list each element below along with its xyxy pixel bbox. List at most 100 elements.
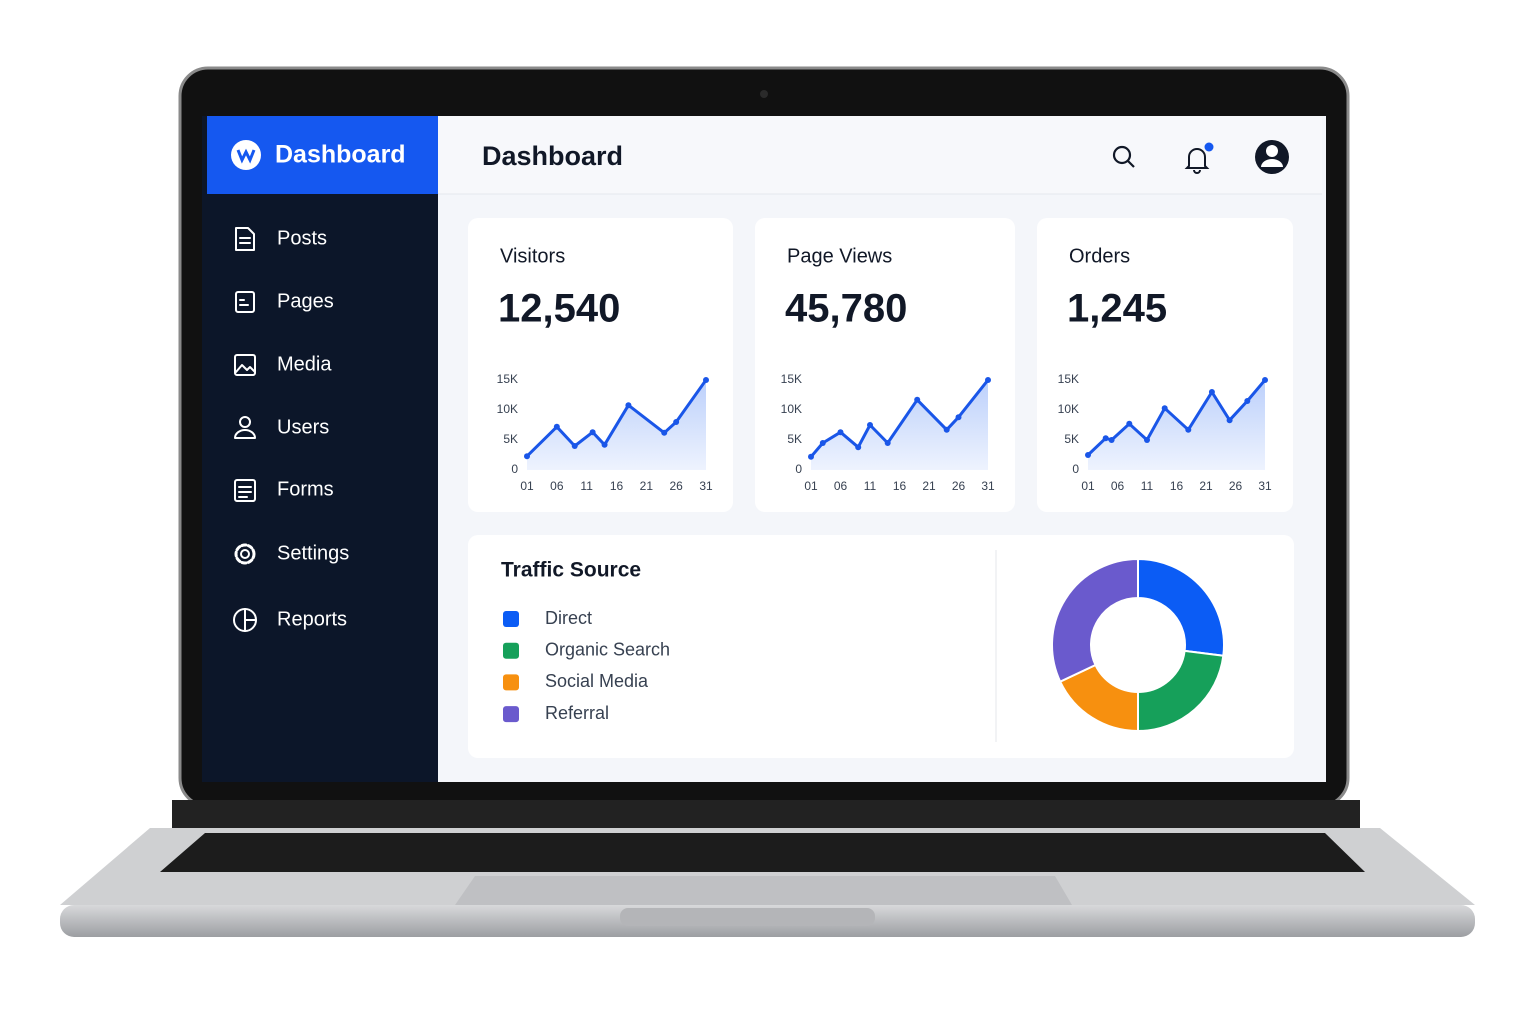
icon-forms-lines [238,486,252,498]
point [837,429,844,436]
x-tick-label: 26 [952,479,966,493]
point [884,440,891,446]
donut-slice [1137,649,1225,733]
profile-button[interactable] [1255,140,1289,174]
point [601,441,608,448]
x-tick-label: 01 [520,479,534,493]
nav-item[interactable]: Reports [277,608,347,630]
brand-name: Dashboard [275,141,406,169]
nav-item[interactable]: Users [277,416,329,438]
x-tick-label: 16 [1170,479,1184,493]
icon-forms [234,479,256,502]
search-icon-handle[interactable] [1127,160,1135,168]
stat-value: 1,245 [1067,287,1167,331]
y-tick-label: 5K [787,432,802,446]
point [1108,437,1115,443]
x-tick-label: 31 [981,479,995,493]
point [1262,377,1268,383]
nav-item[interactable]: Forms [277,478,334,500]
y-tick-label: 15K [1058,372,1079,386]
nav-item[interactable]: Settings [277,542,349,564]
legend-label: Referral [545,703,609,723]
point [819,440,826,446]
nav-item[interactable]: Pages [277,290,334,312]
icon-users-body [234,429,256,439]
nav-item[interactable]: Media [277,353,332,375]
icon-pages-lines [239,299,249,306]
y-tick-label: 15K [781,372,802,386]
x-tick-label: 21 [640,479,654,493]
avatar-body [1261,159,1283,167]
legend-swatch [503,706,519,723]
legend-label: Direct [545,608,592,628]
y-tick-label: 15K [497,372,518,386]
x-tick-label: 16 [610,479,624,493]
point [914,396,921,403]
legend-swatch [503,674,519,691]
trackpad [455,876,1072,905]
point [673,419,680,425]
keyboard [160,833,1365,872]
point [625,402,632,409]
sidebar [202,116,438,782]
camera [760,90,768,98]
y-tick-label: 0 [795,462,802,476]
y-tick-label: 5K [503,432,518,446]
bell-icon[interactable] [1184,148,1210,174]
point [1126,420,1133,427]
legend-swatch [503,642,519,659]
card-title: Traffic Source [501,559,641,582]
stat-title: Visitors [500,245,565,267]
x-tick-label: 06 [834,479,848,493]
point [553,423,560,430]
legend-label: Social Media [545,671,649,691]
point [1244,398,1251,404]
notifications-button[interactable] [1184,142,1214,174]
point [589,429,596,436]
y-tick-label: 10K [1058,402,1079,416]
x-tick-label: 11 [1141,479,1154,493]
donut-slice [1137,557,1225,657]
point [1102,435,1109,442]
notch [620,908,875,926]
x-tick-label: 06 [550,479,564,493]
icon-reports-lines [244,608,257,632]
icon-settings-gear [234,543,256,565]
x-tick-label: 16 [893,479,907,493]
area [1088,380,1265,470]
point [1226,417,1233,424]
point [867,422,873,428]
x-tick-label: 21 [1199,479,1213,493]
y-tick-label: 0 [1072,462,1079,476]
point [985,377,991,383]
point [1208,389,1215,395]
stat-title: Page Views [787,245,892,267]
donut-slice [1050,557,1139,683]
x-tick-label: 01 [804,479,818,493]
icon-users-head [239,416,251,428]
brand-logo-mark [236,148,256,164]
x-tick-label: 31 [699,479,713,493]
x-tick-label: 21 [922,479,936,493]
notification-dot [1204,142,1214,152]
search-button[interactable] [1112,145,1135,168]
search-icon[interactable] [1112,145,1132,165]
x-tick-label: 11 [580,479,593,493]
y-tick-label: 0 [511,462,518,476]
legend-label: Organic Search [545,639,670,659]
x-tick-label: 26 [1229,479,1243,493]
y-tick-label: 5K [1064,432,1079,446]
stat-value: 12,540 [498,287,620,331]
point [571,443,578,449]
point [1144,437,1150,443]
nav-item[interactable]: Posts [277,227,327,249]
point [808,453,814,460]
x-tick-label: 26 [669,479,683,493]
point [661,429,668,436]
x-tick-label: 31 [1258,479,1272,493]
header [438,116,1322,194]
point [955,414,962,421]
stat-title: Orders [1069,245,1130,267]
